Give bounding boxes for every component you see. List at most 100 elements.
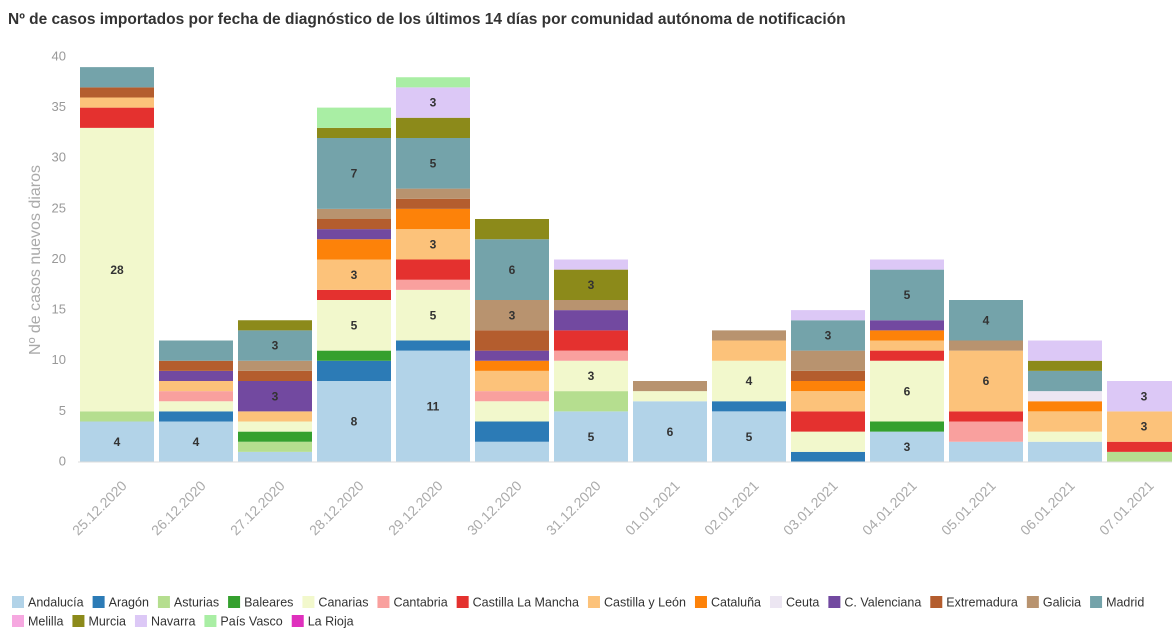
bar-segment xyxy=(475,330,549,351)
bar-segment xyxy=(238,441,312,452)
data-label: 6 xyxy=(667,425,674,439)
bar-segment xyxy=(396,87,470,118)
legend-swatch xyxy=(12,596,24,608)
legend-swatch xyxy=(1090,596,1103,608)
bar-segment xyxy=(159,340,233,361)
bar-segment xyxy=(554,330,628,351)
bar-segment xyxy=(159,411,233,422)
data-label: 3 xyxy=(430,237,437,251)
legend-swatch xyxy=(694,596,707,608)
bar-segment xyxy=(712,360,786,402)
bar-segment xyxy=(159,421,233,462)
bar-segment xyxy=(633,391,707,402)
bar-segment xyxy=(949,421,1023,442)
legend-swatch xyxy=(587,596,600,608)
data-label: 3 xyxy=(1141,389,1148,403)
bar-segment xyxy=(554,350,628,361)
bar-segment xyxy=(1107,441,1172,452)
legend-swatch xyxy=(456,596,469,608)
x-tick-label: 02.01.2021 xyxy=(701,477,762,538)
data-label: 3 xyxy=(825,329,832,343)
x-tick-label: 05.01.2021 xyxy=(938,477,999,538)
y-tick-label: 35 xyxy=(52,99,66,114)
legend-label: C. Valenciana xyxy=(844,595,921,609)
legend-label: Cataluña xyxy=(711,595,761,609)
bar-segment xyxy=(1028,370,1102,392)
bar-segment xyxy=(317,138,391,209)
bar-segment xyxy=(791,451,865,462)
bar-segment xyxy=(633,401,707,462)
data-label: 3 xyxy=(588,369,595,383)
bar-segment xyxy=(870,259,944,270)
bar-segment xyxy=(80,421,154,462)
bar-segment xyxy=(1028,401,1102,412)
bar-segment xyxy=(712,411,786,462)
bar-segment xyxy=(949,340,1023,351)
y-tick-label: 40 xyxy=(52,48,66,63)
bar-segment xyxy=(396,117,470,138)
legend-label: País Vasco xyxy=(220,614,282,628)
x-tick-label: 31.12.2020 xyxy=(543,477,604,538)
legend-swatch xyxy=(930,596,943,608)
bar-segment xyxy=(554,411,628,462)
data-label: 3 xyxy=(509,308,516,322)
bar-segment xyxy=(1028,340,1102,361)
bar-segment xyxy=(396,77,470,88)
legend-label: Extremadura xyxy=(946,595,1018,609)
y-tick-label: 30 xyxy=(52,150,66,165)
legend-label: Asturias xyxy=(174,595,219,609)
data-label: 8 xyxy=(351,415,358,429)
bar-segment xyxy=(554,310,628,331)
bar-segment xyxy=(238,320,312,331)
x-tick-label: 28.12.2020 xyxy=(306,477,367,538)
legend-label: Ceuta xyxy=(786,595,819,609)
legend-label: Aragón xyxy=(109,595,149,609)
bar-segment xyxy=(949,350,1023,412)
bar-segment xyxy=(870,269,944,321)
bar-segment xyxy=(396,138,470,189)
y-tick-label: 0 xyxy=(59,453,66,468)
x-tick-label: 27.12.2020 xyxy=(227,477,288,538)
bar-segment xyxy=(1028,360,1102,371)
bar-segment xyxy=(317,381,391,462)
bar-segment xyxy=(554,300,628,311)
bar-segment xyxy=(1107,451,1172,462)
bar-segment xyxy=(238,451,312,462)
data-label: 5 xyxy=(430,308,437,322)
bar-segment xyxy=(870,330,944,341)
bar-segment xyxy=(317,229,391,240)
bar-segment xyxy=(554,269,628,300)
chart-title: Nº de casos importados por fecha de diag… xyxy=(8,11,846,28)
legend-swatch xyxy=(1026,596,1039,608)
bar-segment xyxy=(712,340,786,361)
bar-segment xyxy=(475,421,549,442)
bar-segment xyxy=(317,360,391,381)
bar-segment xyxy=(1028,431,1102,442)
bar-segment xyxy=(317,259,391,290)
bar-segment xyxy=(80,411,154,422)
bar-segment xyxy=(317,289,391,300)
bar-segment xyxy=(238,411,312,422)
bar-segment xyxy=(396,229,470,260)
data-label: 5 xyxy=(588,430,595,444)
data-label: 6 xyxy=(983,374,990,388)
legend-label: Melilla xyxy=(28,614,63,628)
data-label: 3 xyxy=(272,339,279,353)
x-tick-label: 01.01.2021 xyxy=(622,477,683,538)
bar-segment xyxy=(791,391,865,412)
data-label: 5 xyxy=(430,156,437,170)
legend-swatch xyxy=(770,596,783,608)
legend-swatch xyxy=(12,615,24,627)
data-label: 6 xyxy=(904,384,911,398)
bar-segment xyxy=(475,441,549,462)
bar-segment xyxy=(396,259,470,280)
y-axis-label: Nº de casos nuevos diaros xyxy=(27,165,44,355)
bar-segment xyxy=(159,381,233,392)
bar-segment xyxy=(159,391,233,402)
bar-segment xyxy=(396,279,470,290)
legend-label: Canarias xyxy=(318,595,368,609)
bar-segment xyxy=(80,87,154,98)
x-tick-label: 26.12.2020 xyxy=(148,477,209,538)
x-tick-label: 03.01.2021 xyxy=(780,477,841,538)
data-label: 6 xyxy=(509,263,516,277)
